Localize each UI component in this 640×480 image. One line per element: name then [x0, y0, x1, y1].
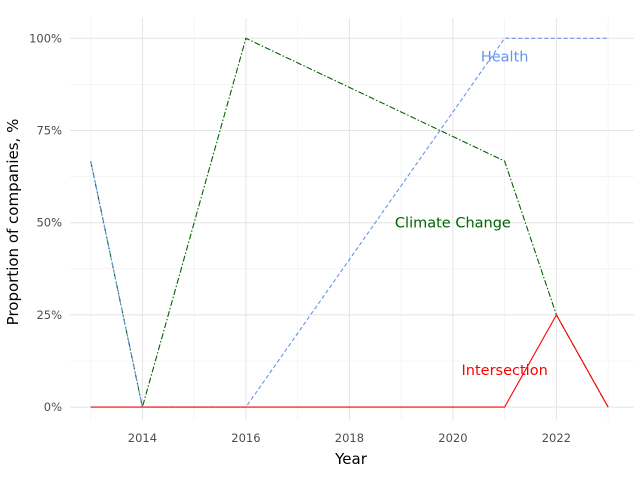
y-axis-ticks: 0% 25% 50% 75% 100% — [29, 31, 62, 414]
x-tick-label: 2016 — [231, 431, 260, 445]
x-tick-label: 2014 — [128, 431, 157, 445]
series-line-health — [90, 37, 609, 408]
series-label-climate-change: Climate Change — [395, 216, 511, 232]
series-label-health: Health — [481, 50, 529, 66]
x-tick-label: 2020 — [438, 431, 467, 445]
y-tick-label: 50% — [36, 216, 62, 230]
y-tick-label: 0% — [44, 400, 62, 414]
x-axis-ticks: 2014 2016 2018 2020 2022 — [128, 431, 571, 445]
series-line-intersection — [90, 314, 609, 408]
y-axis-title: Proportion of companies, % — [4, 119, 22, 326]
y-tick-label: 100% — [29, 31, 62, 45]
major-gridlines — [70, 18, 634, 420]
x-tick-label: 2022 — [542, 431, 571, 445]
x-tick-label: 2018 — [335, 431, 364, 445]
minor-gridlines — [70, 18, 634, 420]
series-label-intersection: Intersection — [462, 363, 548, 379]
y-tick-label: 25% — [36, 308, 62, 322]
x-axis-title: Year — [334, 450, 368, 468]
series-labels: Climate Change Health Intersection — [395, 50, 548, 379]
y-tick-label: 75% — [36, 123, 62, 137]
series-lines — [90, 37, 609, 408]
